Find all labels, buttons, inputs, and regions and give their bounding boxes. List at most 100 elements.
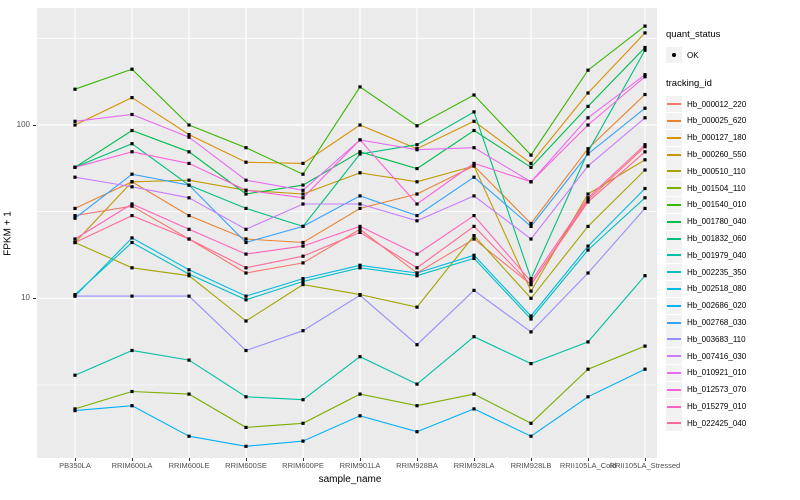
legend-label: Hb_012573_070 bbox=[687, 385, 747, 395]
data-point-marker bbox=[472, 214, 476, 218]
data-point-marker bbox=[187, 150, 191, 154]
data-point-marker bbox=[244, 266, 248, 270]
data-point-marker bbox=[586, 196, 590, 200]
data-point-marker bbox=[415, 219, 419, 223]
legend-label: Hb_000510_110 bbox=[687, 166, 746, 176]
data-point-marker bbox=[358, 230, 362, 234]
data-point-marker bbox=[586, 68, 590, 72]
data-point-marker bbox=[73, 175, 77, 179]
x-tick-mark bbox=[246, 458, 247, 461]
data-point-marker bbox=[301, 329, 305, 333]
data-point-marker bbox=[586, 224, 590, 228]
data-point-marker bbox=[472, 93, 476, 97]
data-point-marker bbox=[415, 305, 419, 309]
data-point-marker bbox=[358, 194, 362, 198]
legend-label: Hb_002768_030 bbox=[687, 318, 747, 328]
data-point-marker bbox=[586, 150, 590, 154]
series-markers-Hb_002768_030 bbox=[73, 106, 647, 245]
data-point-marker bbox=[529, 330, 533, 334]
legend-item-Hb_012573_070: Hb_012573_070 bbox=[666, 381, 796, 398]
data-point-marker bbox=[244, 240, 248, 245]
data-point-marker bbox=[415, 180, 419, 184]
data-point-marker bbox=[472, 256, 476, 260]
data-point-marker bbox=[130, 142, 134, 146]
data-point-marker bbox=[301, 277, 305, 281]
legend-key-color-line bbox=[667, 187, 681, 190]
data-point-marker bbox=[73, 123, 77, 127]
data-point-marker bbox=[187, 272, 191, 276]
legend-key-color-line bbox=[667, 355, 681, 358]
data-point-marker bbox=[586, 367, 590, 371]
legend-item-Hb_001780_040: Hb_001780_040 bbox=[666, 213, 796, 230]
data-point-marker bbox=[130, 266, 134, 270]
legend-key-line-icon bbox=[666, 96, 682, 113]
data-point-marker bbox=[301, 283, 305, 287]
data-point-marker bbox=[130, 172, 134, 176]
data-point-marker bbox=[301, 244, 305, 248]
data-point-marker bbox=[244, 188, 248, 192]
data-point-marker bbox=[415, 214, 419, 218]
legend-label: Hb_000025_620 bbox=[687, 116, 747, 126]
x-tick-label: RRIM600SE bbox=[225, 461, 267, 470]
legend-label: Hb_001832_060 bbox=[687, 234, 747, 244]
x-axis-title: sample_name bbox=[318, 474, 382, 485]
legend-key-color-line bbox=[667, 338, 681, 341]
y-tick-label: 10 bbox=[21, 293, 30, 303]
legend-key-line-icon bbox=[666, 364, 682, 381]
data-point-marker bbox=[415, 382, 419, 386]
data-point-marker bbox=[415, 343, 419, 347]
data-point-marker bbox=[73, 214, 77, 218]
data-point-marker bbox=[358, 392, 362, 396]
x-tick-label: RRIM928LB bbox=[510, 461, 552, 470]
legend-item-Hb_003683_110: Hb_003683_110 bbox=[666, 331, 796, 348]
legend-key-line-icon bbox=[666, 398, 682, 415]
data-point-marker bbox=[73, 165, 77, 169]
data-point-marker bbox=[586, 395, 590, 399]
data-point-marker bbox=[586, 104, 590, 108]
legend-key-color-line bbox=[667, 304, 681, 307]
legend-label: Hb_010921_010 bbox=[687, 368, 747, 378]
legend-key-color-line bbox=[667, 220, 681, 223]
data-point-marker bbox=[472, 175, 476, 179]
data-point-marker bbox=[244, 271, 248, 275]
y-tick-label: 100 bbox=[16, 120, 30, 129]
x-tick-mark bbox=[189, 458, 190, 461]
legend-key-color-line bbox=[667, 388, 681, 391]
data-point-marker bbox=[301, 254, 305, 258]
data-point-marker bbox=[244, 298, 248, 302]
data-point-marker bbox=[130, 389, 134, 394]
data-point-marker bbox=[301, 183, 305, 187]
legend-label: Hb_003683_110 bbox=[687, 334, 746, 344]
legend-label: Hb_007416_030 bbox=[687, 351, 747, 361]
data-point-marker bbox=[472, 335, 476, 339]
legend-key-color-line bbox=[667, 136, 681, 139]
data-point-marker bbox=[244, 146, 248, 150]
x-tick-mark bbox=[360, 458, 361, 461]
legend-item-Hb_010921_010: Hb_010921_010 bbox=[666, 364, 796, 382]
data-point-marker bbox=[358, 266, 362, 270]
x-tick-mark bbox=[531, 458, 532, 461]
series-markers-Hb_012573_070 bbox=[73, 75, 647, 206]
data-point-marker bbox=[415, 124, 419, 128]
data-point-marker bbox=[643, 274, 647, 278]
data-point-marker bbox=[586, 248, 590, 252]
y-tick-mark bbox=[33, 298, 36, 300]
data-point-marker bbox=[187, 237, 191, 241]
data-point-marker bbox=[187, 135, 191, 139]
data-point-marker bbox=[244, 252, 248, 256]
legend-item-ok: OK bbox=[666, 47, 796, 64]
data-point-marker bbox=[187, 178, 191, 182]
data-point-marker bbox=[301, 161, 305, 165]
data-point-marker bbox=[244, 348, 248, 353]
data-point-marker bbox=[187, 196, 191, 200]
data-point-marker bbox=[130, 112, 134, 117]
data-point-marker bbox=[529, 283, 533, 287]
plot-panel bbox=[37, 8, 657, 458]
x-tick-mark bbox=[588, 458, 589, 461]
legend-item-Hb_002768_030: Hb_002768_030 bbox=[666, 314, 796, 331]
legend: quant_status OK tracking_id Hb_000012_22… bbox=[666, 29, 796, 432]
data-point-marker bbox=[301, 261, 305, 265]
data-point-marker bbox=[586, 123, 590, 127]
legend-key-color-line bbox=[667, 237, 681, 240]
data-point-marker bbox=[187, 161, 191, 165]
